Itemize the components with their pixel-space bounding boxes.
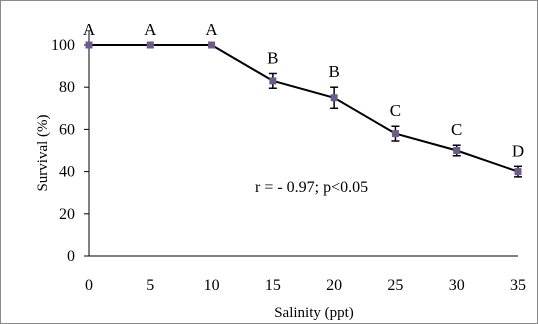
data-point — [391, 130, 399, 138]
y-tick-label: 40 — [59, 164, 75, 181]
data-point — [85, 41, 93, 49]
significance-letter: A — [144, 20, 157, 39]
correlation-annotation: r = - 0.97; p<0.05 — [255, 179, 368, 196]
x-axis-title: Salinity (ppt) — [274, 305, 354, 321]
significance-letters: A A A B B C C D — [83, 20, 524, 160]
significance-letter: C — [390, 101, 401, 120]
significance-letter: B — [328, 62, 339, 81]
y-tick-label: 20 — [59, 206, 75, 223]
data-markers — [85, 41, 522, 176]
y-axis-title: Survival (%) — [35, 114, 51, 191]
y-ticks: 0 20 40 60 80 100 — [51, 37, 89, 265]
error-bars — [268, 72, 522, 178]
significance-letter: C — [451, 120, 462, 139]
data-point — [269, 77, 277, 85]
x-tick-label: 25 — [387, 277, 403, 294]
data-point — [330, 94, 338, 102]
axes — [88, 31, 518, 257]
x-tick-label: 5 — [146, 277, 154, 294]
significance-letter: A — [205, 20, 218, 39]
x-tick-label: 35 — [510, 277, 526, 294]
significance-letter: D — [512, 141, 524, 160]
y-tick-label: 60 — [59, 121, 75, 138]
x-ticks: 0 5 10 15 20 25 30 35 — [85, 277, 526, 294]
survival-line — [89, 44, 519, 173]
x-tick-label: 20 — [326, 277, 342, 294]
x-tick-label: 10 — [204, 277, 220, 294]
data-point — [514, 168, 522, 176]
data-point — [208, 41, 216, 49]
x-tick-label: 30 — [449, 277, 465, 294]
significance-letter: A — [83, 20, 96, 39]
y-tick-label: 100 — [51, 37, 75, 54]
significance-letter: B — [267, 48, 278, 67]
y-tick-label: 80 — [59, 79, 75, 96]
x-tick-label: 0 — [85, 277, 93, 294]
y-tick-label: 0 — [67, 248, 75, 265]
x-tick-label: 15 — [265, 277, 281, 294]
data-point — [453, 147, 461, 154]
data-point — [146, 41, 154, 49]
